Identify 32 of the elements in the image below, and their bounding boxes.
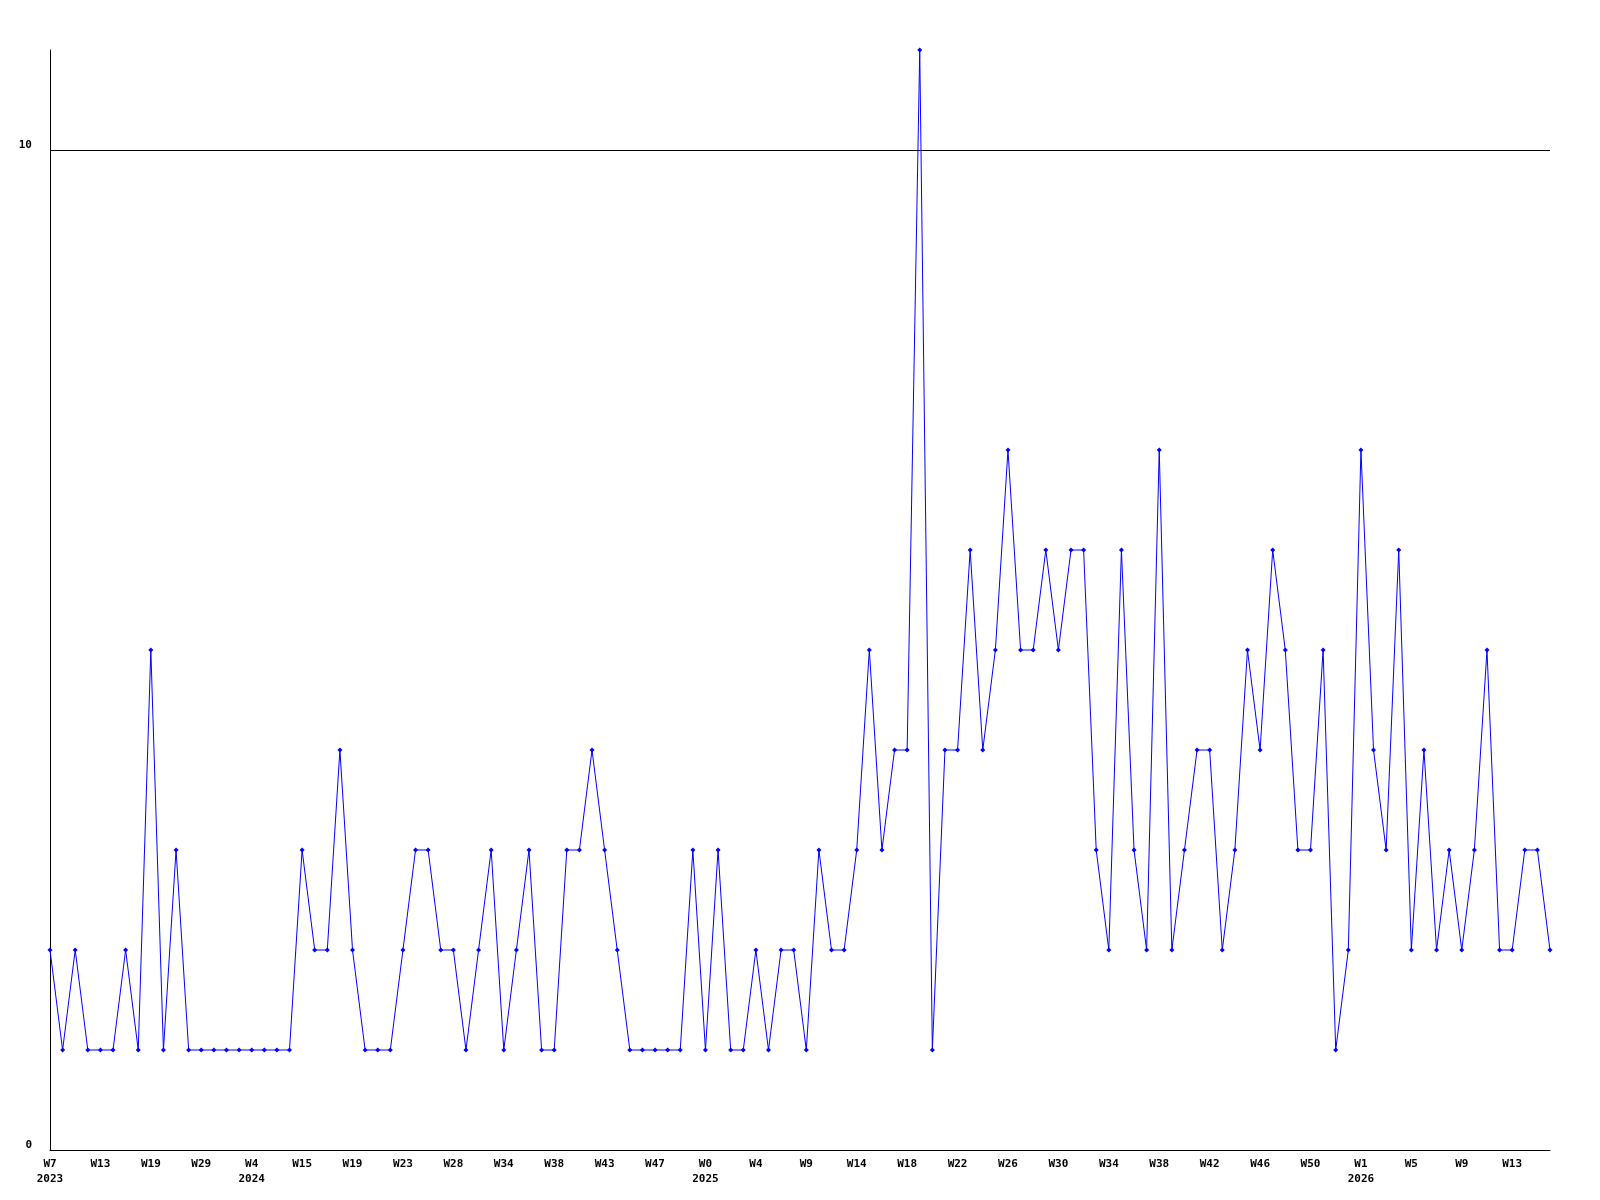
x-tick-label: W29: [191, 1157, 212, 1170]
x-tick-label: W1 2026: [1347, 1157, 1375, 1185]
x-tick-label: W47: [645, 1157, 665, 1170]
x-tick-label: W0 2025: [692, 1157, 719, 1185]
x-tick-label: W7 2023: [36, 1157, 64, 1185]
x-tick-label: W34: [1098, 1157, 1120, 1170]
x-tick-label: W14: [846, 1157, 868, 1170]
x-tick-label: W5: [1404, 1157, 1418, 1170]
x-tick-label: W9: [799, 1157, 813, 1170]
x-tick-label: W19: [140, 1157, 161, 1170]
x-tick-label: W46: [1250, 1157, 1271, 1170]
x-tick-label: W28: [443, 1157, 464, 1170]
x-tick-label: W23: [393, 1157, 413, 1170]
x-tick-label: W38: [544, 1157, 565, 1170]
x-tick-label: W18: [897, 1157, 918, 1170]
x-tick-label: W38: [1149, 1157, 1170, 1170]
x-tick-label: W30: [1048, 1157, 1069, 1170]
x-tick-label: W9: [1455, 1157, 1469, 1170]
x-tick-label: W26: [998, 1157, 1019, 1170]
x-tick-label: W42: [1199, 1157, 1220, 1170]
x-tick-label: W22: [947, 1157, 968, 1170]
y-tick-label: 0: [25, 1138, 32, 1151]
x-tick-label: W13: [90, 1157, 111, 1170]
x-tick-label: W50: [1300, 1157, 1321, 1170]
y-tick-label: 10: [18, 138, 32, 151]
x-tick-label: W13: [1502, 1157, 1523, 1170]
x-tick-label: W15: [292, 1157, 313, 1170]
x-tick-label: W34: [493, 1157, 515, 1170]
x-tick-label: W4 2024: [238, 1157, 266, 1185]
x-tick-label: W4: [749, 1157, 763, 1170]
x-tick-label: W43: [594, 1157, 615, 1170]
x-tick-label: W19: [342, 1157, 363, 1170]
